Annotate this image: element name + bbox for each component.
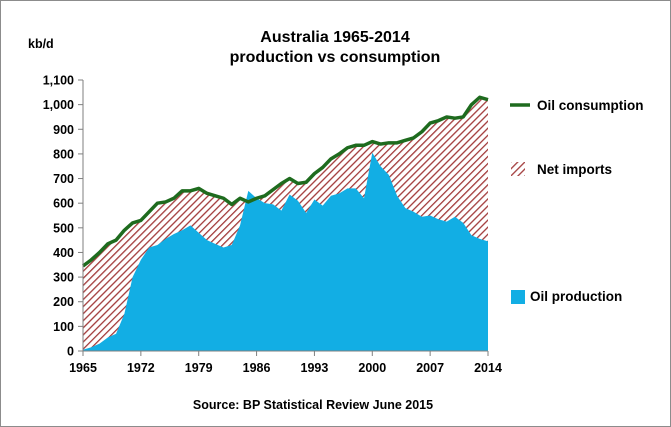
x-tick-label: 1986 xyxy=(243,361,271,375)
legend-label-production: Oil production xyxy=(530,289,622,304)
y-tick-label: 1,000 xyxy=(43,98,74,112)
x-tick-label: 2007 xyxy=(416,361,444,375)
y-tick-label: 700 xyxy=(53,172,74,186)
x-tick-label: 2000 xyxy=(358,361,386,375)
chart-title: Australia 1965-2014 xyxy=(260,29,410,46)
y-tick-label: 900 xyxy=(53,123,74,137)
x-axis-ticks: 1965 1972 1979 1986 1993 2000 2007 2014 xyxy=(69,351,502,375)
x-tick-label: 2014 xyxy=(474,361,502,375)
legend-label-consumption: Oil consumption xyxy=(537,98,644,113)
x-tick-label: 1972 xyxy=(127,361,155,375)
legend-swatch-imports xyxy=(511,162,525,176)
production-area xyxy=(83,152,488,351)
legend: Oil consumption Net imports Oil producti… xyxy=(510,98,644,304)
y-tick-label: 800 xyxy=(53,147,74,161)
y-tick-label: 500 xyxy=(53,221,74,235)
x-tick-label: 1979 xyxy=(185,361,213,375)
source-note: Source: BP Statistical Review June 2015 xyxy=(193,398,433,412)
y-tick-label: 300 xyxy=(53,271,74,285)
y-tick-label: 600 xyxy=(53,197,74,211)
consumption-line xyxy=(81,95,489,268)
chart-subtitle: production vs consumption xyxy=(230,49,441,66)
x-tick-label: 1993 xyxy=(301,361,329,375)
y-tick-label: 1,100 xyxy=(43,74,74,88)
y-tick-label: 400 xyxy=(53,246,74,260)
y-axis-label: kb/d xyxy=(28,37,54,51)
legend-label-imports: Net imports xyxy=(537,162,612,177)
y-tick-label: 0 xyxy=(67,345,74,359)
y-tick-label: 200 xyxy=(53,295,74,309)
y-tick-label: 100 xyxy=(53,320,74,334)
legend-swatch-production xyxy=(511,290,525,304)
x-tick-label: 1965 xyxy=(69,361,97,375)
y-axis-ticks: 0 100 200 300 400 500 600 700 800 900 1,000 1,100 xyxy=(43,74,83,359)
